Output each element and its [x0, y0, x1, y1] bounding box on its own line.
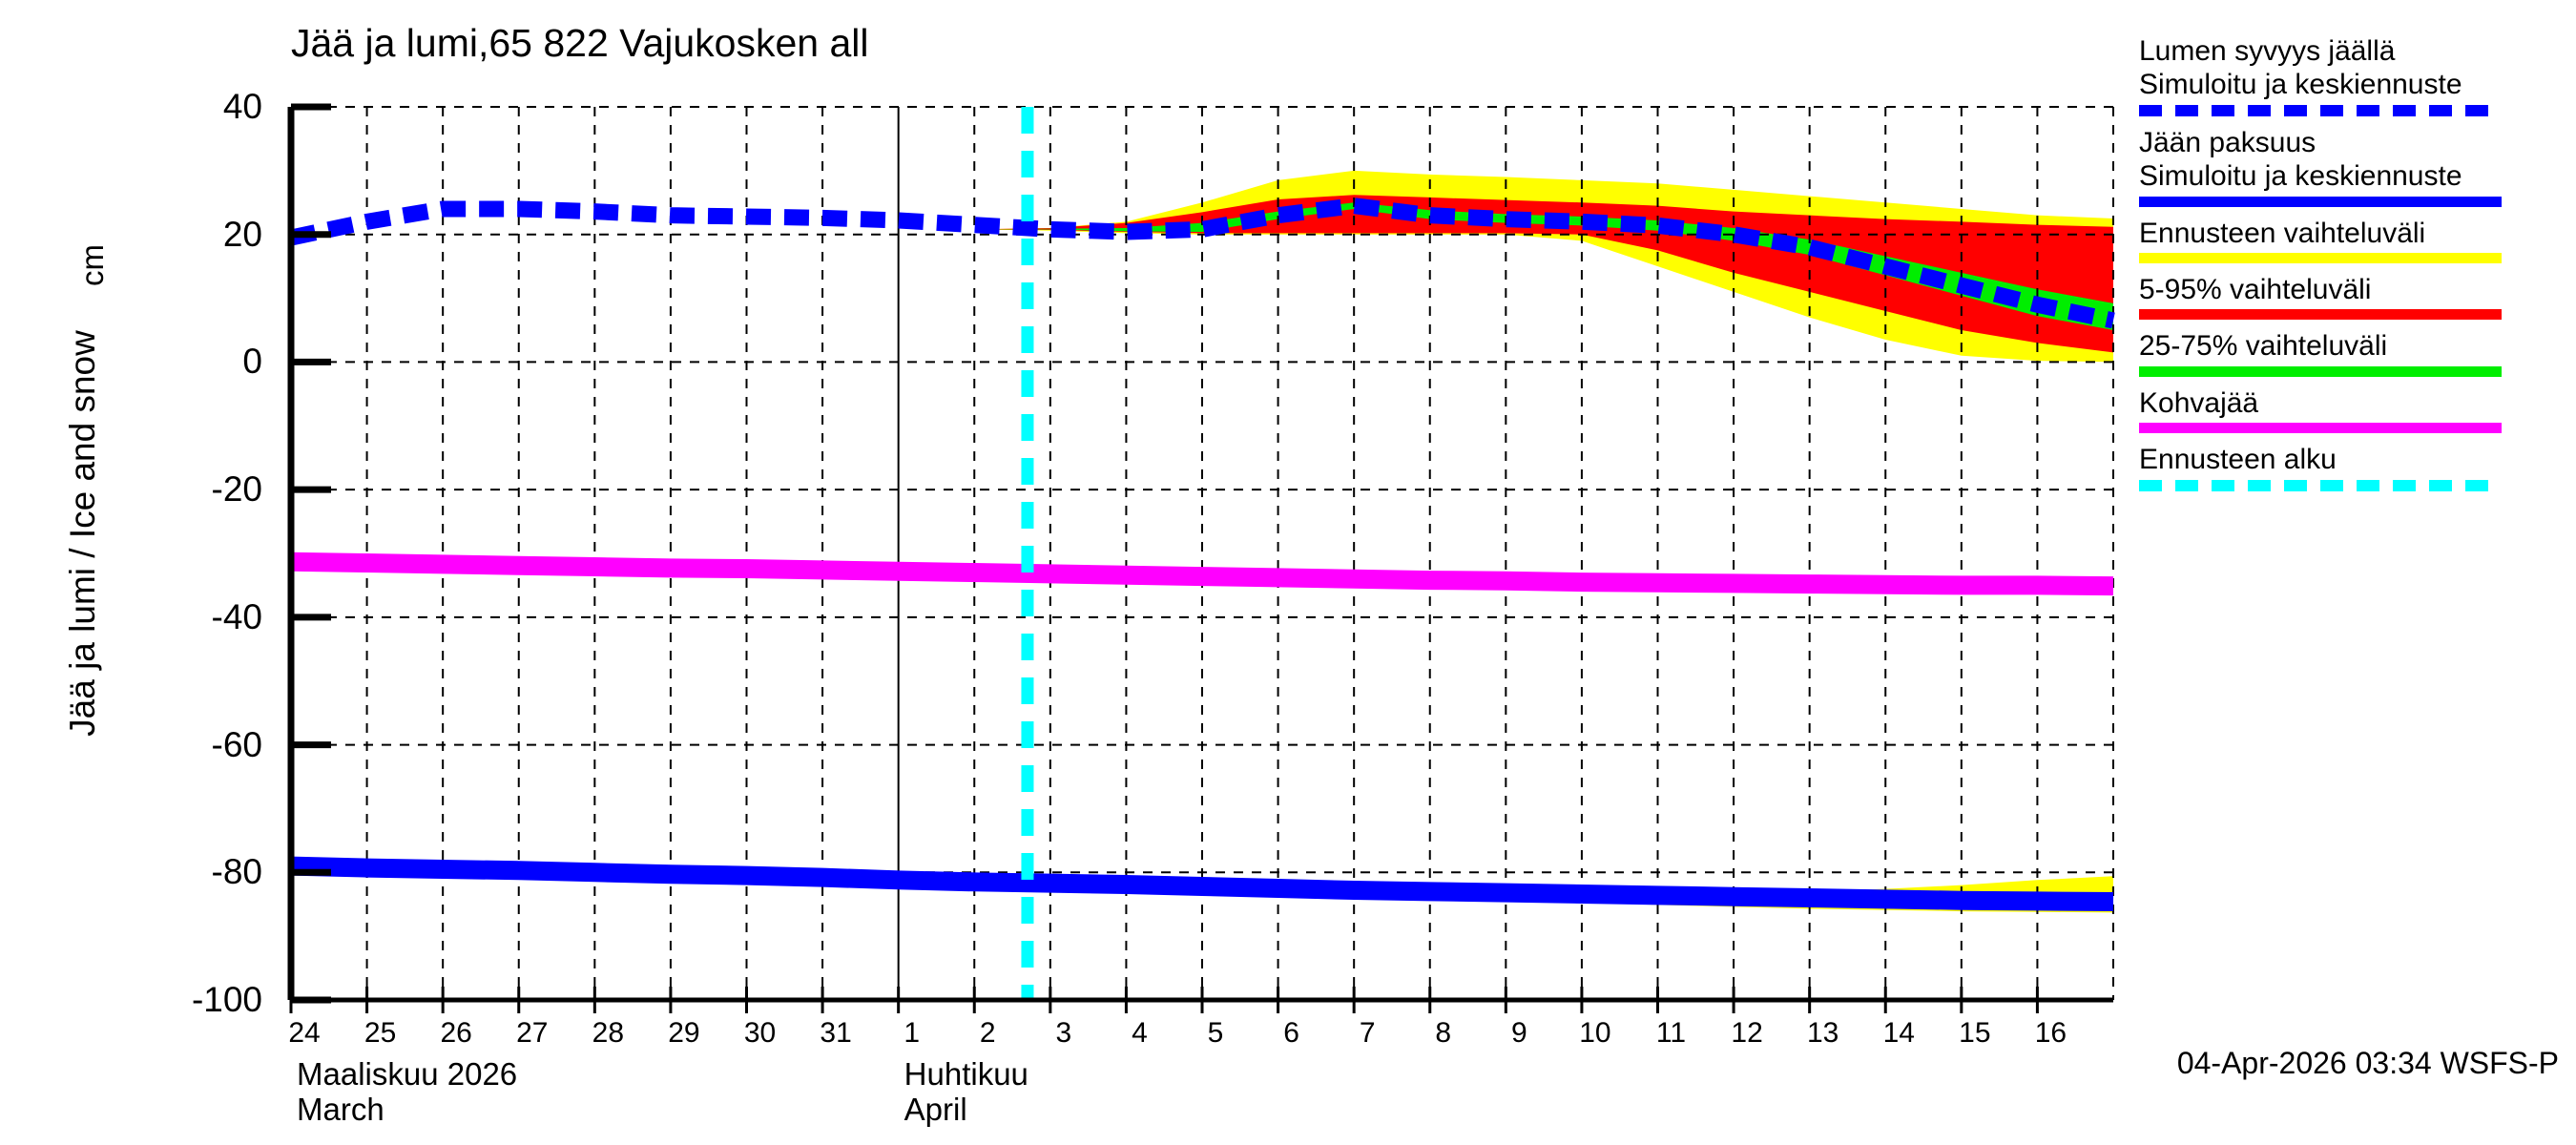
- y-tick-label: 0: [242, 342, 262, 382]
- axis-frame-layer: [287, 103, 2113, 1013]
- month-label-fi: Huhtikuu: [904, 1056, 1028, 1092]
- x-tick-label: 1: [904, 1017, 920, 1049]
- legend-item-title: Jään paksuus: [2139, 126, 2316, 158]
- x-tick-label: 26: [440, 1017, 472, 1049]
- y-tick-label: -40: [211, 596, 262, 636]
- x-tick-label: 4: [1132, 1017, 1148, 1049]
- series-line: [289, 198, 2115, 329]
- y-tick-label: -100: [191, 980, 262, 1019]
- legend-swatch: [2139, 104, 2502, 116]
- x-tick-label: 10: [1579, 1017, 1611, 1049]
- legend-item-title: 25-75% vaihteluväli: [2139, 330, 2388, 363]
- legend-item-title: Ennusteen vaihteluväli: [2139, 217, 2426, 249]
- month-label-fi: Maaliskuu 2026: [297, 1056, 518, 1092]
- series-line: [290, 552, 2114, 596]
- x-tick-label: 16: [2034, 1017, 2067, 1049]
- x-tick-label: 29: [668, 1017, 700, 1049]
- gridlines-layer: [291, 106, 2114, 1001]
- legend-item[interactable]: Kohvajää: [2139, 386, 2576, 434]
- x-tick-label: 6: [1283, 1017, 1299, 1049]
- legend-swatch: [2139, 196, 2502, 207]
- legend-swatch: [2139, 479, 2502, 491]
- legend-swatch: [2139, 309, 2502, 321]
- legend-item[interactable]: 25-75% vaihteluväli: [2139, 329, 2576, 377]
- legend-item[interactable]: Lumen syvyys jäällä Simuloitu ja keskienn…: [2139, 34, 2576, 116]
- x-tick-label: 24: [288, 1017, 321, 1049]
- y-tick-label: 40: [222, 87, 262, 126]
- y-axis-unit: cm: [74, 244, 110, 286]
- x-axis-month-march: Maaliskuu 2026 March: [297, 1056, 518, 1128]
- x-tick-label: 8: [1435, 1017, 1452, 1049]
- legend-item-title: Ennusteen alku: [2139, 444, 2337, 476]
- x-tick-label: 13: [1806, 1017, 1839, 1049]
- legend-item[interactable]: Ennusteen alku: [2139, 443, 2576, 491]
- legend-swatch: [2139, 423, 2502, 434]
- x-tick-label: 5: [1207, 1017, 1224, 1049]
- legend-item[interactable]: 5-95% vaihteluväli: [2139, 273, 2576, 321]
- x-tick-label: 30: [743, 1017, 777, 1049]
- x-tick-label: 7: [1359, 1017, 1376, 1049]
- legend-item-title: 5-95% vaihteluväli: [2139, 273, 2372, 305]
- x-tick-label: 3: [1055, 1017, 1072, 1049]
- y-tick-label: -60: [211, 724, 262, 764]
- chart-title: Jää ja lumi,65 822 Vajukosken all: [291, 21, 869, 65]
- footer-timestamp: 04-Apr-2026 03:34 WSFS-P: [2176, 1046, 2559, 1080]
- x-axis-month-april: Huhtikuu April: [904, 1056, 1028, 1128]
- x-tick-label: 15: [1959, 1017, 1991, 1049]
- x-tick-label: 28: [592, 1017, 625, 1049]
- x-tick-label: 9: [1510, 1017, 1527, 1049]
- legend-item-subtitle: Simuloitu ja keskiennuste: [2139, 160, 2462, 193]
- x-tick-label: 2: [979, 1017, 996, 1049]
- legend-swatch: [2139, 252, 2502, 263]
- month-label-en: April: [904, 1091, 967, 1127]
- x-tick-label: 27: [516, 1017, 549, 1049]
- forecast-band: [974, 195, 2113, 353]
- chart-legend: Lumen syvyys jäällä Simuloitu ja keskienn…: [2139, 34, 2576, 501]
- x-tick-label: 25: [364, 1017, 397, 1049]
- series-line: [290, 856, 2114, 912]
- legend-item[interactable]: Ennusteen vaihteluväli: [2139, 217, 2576, 263]
- x-tick-label: 31: [820, 1017, 852, 1049]
- x-tick-label: 14: [1882, 1017, 1915, 1049]
- legend-item-title: Lumen syvyys jäällä: [2139, 35, 2396, 67]
- legend-item-title: Kohvajää: [2139, 386, 2259, 419]
- data-series-layer: [289, 198, 2115, 912]
- legend-item[interactable]: Jään paksuus Simuloitu ja keskiennuste: [2139, 126, 2576, 207]
- legend-swatch: [2139, 365, 2502, 377]
- x-tick-label: 12: [1731, 1017, 1763, 1049]
- y-tick-label: -80: [211, 852, 262, 892]
- x-tick-label: 11: [1655, 1017, 1687, 1049]
- y-tick-label: 20: [222, 214, 262, 254]
- y-tick-label: -20: [211, 469, 262, 510]
- month-label-en: March: [297, 1091, 384, 1127]
- legend-item-subtitle: Simuloitu ja keskiennuste: [2139, 69, 2462, 101]
